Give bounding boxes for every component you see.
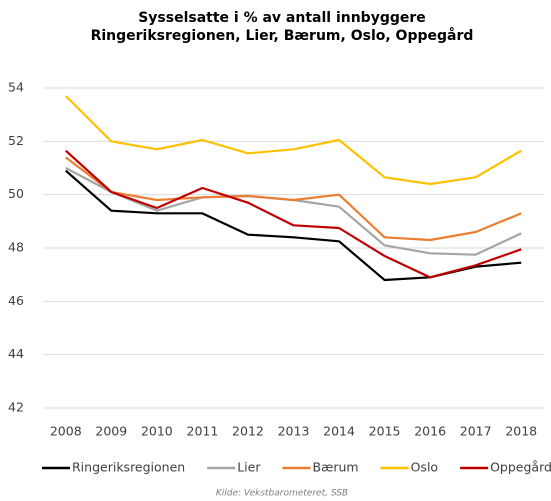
y-tick-label: 46 (8, 293, 24, 308)
chart-title: Sysselsatte i % av antall innbyggere (138, 10, 426, 26)
series-line (65, 149, 522, 279)
x-tick-label: 2013 (278, 424, 310, 439)
x-tick-label: 2008 (50, 424, 82, 439)
x-tick-label: 2015 (369, 424, 401, 439)
source: Kilde: Vekstbarometeret, SSB (216, 489, 348, 499)
y-tick-label: 50 (8, 186, 24, 201)
x-tick-label: 2010 (141, 424, 173, 439)
legend-label: Bærum (313, 460, 359, 475)
legend-label: Ringeriksregionen (72, 460, 185, 475)
x-tick-label: 2016 (414, 424, 446, 439)
legend-label: Oppegård (490, 460, 551, 475)
x-tick-label: 2018 (505, 424, 537, 439)
x-tick-label: 2014 (323, 424, 355, 439)
x-tick-label: 2017 (460, 424, 492, 439)
y-tick-label: 54 (8, 80, 24, 95)
legend-label: Lier (237, 460, 261, 475)
x-tick-label: 2012 (232, 424, 264, 439)
y-tick-label: 44 (8, 346, 24, 361)
x-tick-label: 2011 (187, 424, 219, 439)
series-line (64, 95, 522, 186)
y-tick-label: 52 (8, 133, 24, 148)
legend-label: Oslo (411, 460, 438, 475)
y-tick-label: 42 (8, 400, 24, 415)
x-tick-label: 2009 (95, 424, 127, 439)
series-line (65, 156, 522, 242)
y-tick-label: 48 (8, 240, 24, 255)
chart-subtitle: Ringeriksregionen, Lier, Bærum, Oslo, Op… (91, 27, 474, 44)
